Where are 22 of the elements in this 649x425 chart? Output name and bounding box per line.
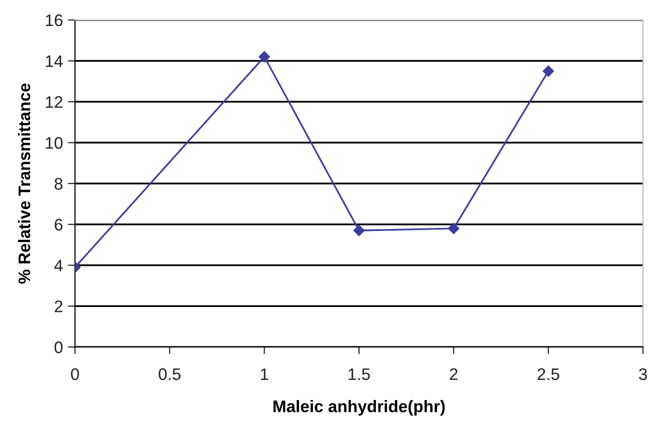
y-tick-label: 16 <box>46 14 62 26</box>
x-tick-label: 0 <box>71 368 79 380</box>
y-tick-label: 2 <box>54 300 62 312</box>
y-tick-label: 4 <box>54 260 63 272</box>
y-axis-title: % Relative Transmittance <box>18 84 30 284</box>
x-axis-title: Maleic anhydride(phr) <box>274 400 445 416</box>
x-tick-label: 1.5 <box>348 368 370 380</box>
y-tick-label: 12 <box>46 96 62 108</box>
x-tick-label: 1 <box>260 368 268 380</box>
x-tick-label: 3 <box>639 368 647 380</box>
y-tick-label: 10 <box>46 137 63 149</box>
point <box>542 65 554 77</box>
point <box>353 224 365 236</box>
y-tick-label: 6 <box>54 218 62 231</box>
y-tick-label: 14 <box>46 55 63 67</box>
point <box>258 51 270 62</box>
y-tick-label: 8 <box>54 178 62 190</box>
x-tick-label: 2.5 <box>538 368 560 380</box>
x-tick-label: 2 <box>450 368 458 380</box>
y-tick-label: 0 <box>54 341 63 354</box>
point <box>448 222 460 234</box>
x-tick-label: 0.5 <box>158 368 181 380</box>
